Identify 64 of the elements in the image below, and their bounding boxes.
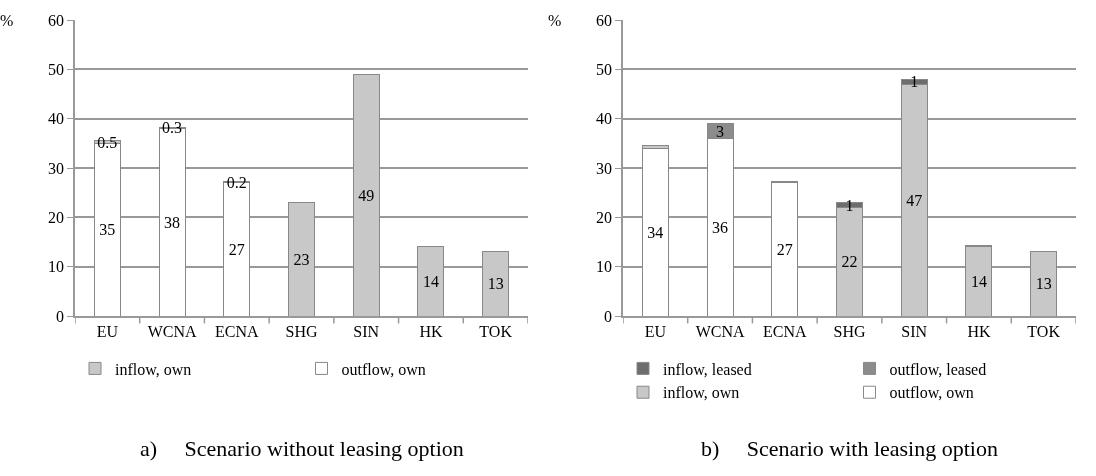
y-tick-label: 10 [596, 258, 613, 276]
y-tick-label: 60 [48, 11, 65, 29]
bar [288, 202, 315, 316]
x-tick-label: EU [644, 322, 667, 340]
bar [965, 246, 993, 316]
legend-label: outflow, own [889, 384, 974, 402]
bar [352, 73, 380, 316]
data-label: 27 [776, 240, 793, 258]
data-label: 36 [712, 218, 729, 236]
data-label: 13 [487, 275, 504, 293]
x-tick-label: WCNA [695, 322, 745, 340]
data-label: 27 [228, 240, 245, 258]
x-tick-label: SHG [833, 322, 866, 340]
data-label: 35 [99, 221, 116, 239]
text: a) Scenario without leasing option [140, 436, 464, 461]
data-label: 38 [164, 213, 181, 231]
bar [641, 147, 669, 316]
x-tick-label: TOK [1027, 322, 1061, 340]
y-tick-label: 30 [596, 159, 613, 177]
x-tick-label: SIN [901, 322, 928, 340]
x-tick-label: HK [967, 322, 991, 340]
data-label: 14 [970, 272, 987, 290]
data-label: 0.5 [97, 133, 118, 151]
y-tick-label: 40 [48, 110, 65, 128]
y-tick-label: 0 [604, 307, 613, 325]
y-tick-label: 60 [596, 11, 613, 29]
y-axis-title: % [548, 12, 562, 29]
x-tick-label: HK [419, 322, 443, 340]
x-tick-label: SHG [285, 322, 318, 340]
data-label: 23 [293, 250, 310, 268]
data-label: 3 [716, 122, 725, 140]
bar [1030, 251, 1058, 316]
data-label: 0.3 [162, 119, 183, 137]
x-tick-label: TOK [479, 322, 513, 340]
y-tick-label: 20 [48, 208, 65, 226]
data-label: 13 [1035, 275, 1052, 293]
y-tick-label: 0 [56, 307, 65, 325]
legend-label: inflow, leased [663, 360, 752, 378]
x-tick-label: SIN [353, 322, 380, 340]
data-label: 49 [358, 186, 375, 204]
y-tick-label: 50 [48, 60, 65, 78]
bar [771, 182, 799, 316]
legend-label: inflow, own [115, 360, 192, 378]
x-tick-label: WCNA [147, 322, 197, 340]
y-tick-label: 20 [596, 208, 613, 226]
x-tick-label: EU [96, 322, 119, 340]
data-label: 47 [906, 191, 923, 209]
y-tick-label: 50 [596, 60, 613, 78]
x-tick-label: ECNA [215, 322, 260, 340]
bar [482, 251, 510, 316]
legend-label: outflow, own [341, 360, 426, 378]
data-label: 22 [841, 253, 858, 271]
y-tick-label: 30 [48, 159, 65, 177]
text: b) Scenario with leasing option [701, 436, 998, 461]
legend-label: outflow, leased [889, 360, 987, 378]
y-tick-label: 40 [596, 110, 613, 128]
data-label: 0.2 [226, 173, 247, 191]
x-tick-label: ECNA [763, 322, 808, 340]
legend-label: inflow, own [663, 384, 740, 402]
bar [417, 246, 445, 316]
y-tick-label: 10 [48, 258, 65, 276]
y-axis-title: % [0, 12, 14, 29]
data-label: 14 [422, 272, 439, 290]
data-label: 34 [647, 223, 664, 241]
